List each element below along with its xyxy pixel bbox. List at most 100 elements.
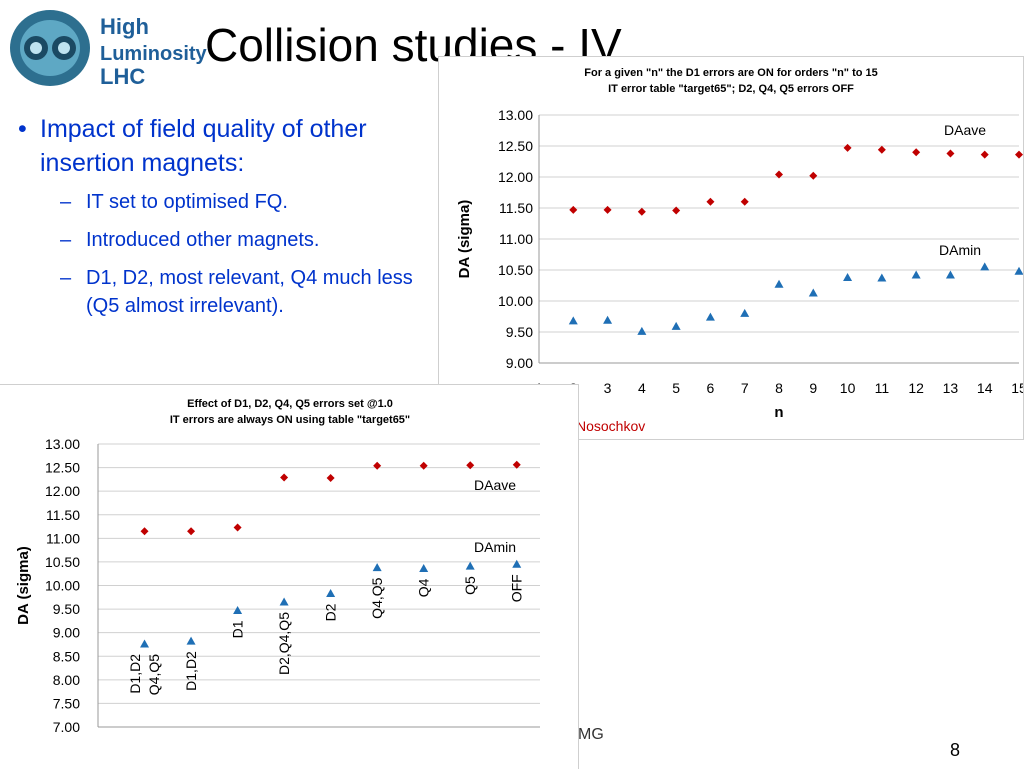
y-axis-title: DA (sigma) (456, 200, 473, 279)
data-point-damin (419, 564, 429, 573)
logo-line1: High (100, 14, 149, 39)
data-point-daave (637, 207, 646, 216)
sub-bullet: – D1, D2, most relevant, Q4 much less (Q5… (60, 267, 413, 317)
series-label-daave: DAave (474, 477, 516, 493)
y-tick-label: 13.00 (498, 107, 533, 123)
chart-subtitle: IT errors are always ON using table "tar… (170, 414, 410, 426)
data-point-damin (877, 273, 887, 282)
y-tick-label: 8.50 (53, 648, 80, 664)
category-label: D1,D2 (127, 654, 143, 694)
data-point-damin (603, 315, 613, 324)
logo-line2: Luminosity (100, 43, 208, 65)
data-point-damin (843, 272, 853, 281)
chart-subtitle: IT error table "target65"; D2, Q4, Q5 er… (608, 83, 854, 95)
y-tick-label: 11.00 (499, 231, 533, 247)
category-label: Q5 (462, 576, 478, 595)
data-point-damin (465, 561, 475, 570)
data-point-daave (233, 523, 242, 532)
y-tick-label: 8.00 (53, 672, 80, 688)
y-tick-label: 9.50 (53, 601, 80, 617)
category-label: D2,Q4,Q5 (276, 612, 292, 675)
chart-magnet-errors: Effect of D1, D2, Q4, Q5 errors set @1.0… (0, 384, 579, 769)
x-tick-label: 14 (977, 380, 993, 396)
data-point-damin (140, 639, 150, 648)
logo-line3: LHC (100, 64, 145, 89)
y-tick-label: 10.00 (498, 293, 533, 309)
data-point-daave (809, 171, 818, 180)
hl-lhc-logo: High Luminosity LHC (10, 10, 208, 89)
series-label-daave: DAave (944, 122, 986, 138)
x-tick-label: 11 (875, 380, 890, 396)
data-point-daave (740, 197, 749, 206)
main-bullet: • Impact of field quality of other inser… (18, 112, 418, 180)
data-point-damin (911, 270, 921, 279)
category-label: Q4 (416, 578, 432, 597)
x-tick-label: 7 (741, 380, 749, 396)
data-point-daave (280, 473, 289, 482)
data-point-daave (706, 197, 715, 206)
x-tick-label: 15 (1011, 380, 1023, 396)
data-point-damin (512, 559, 522, 568)
x-tick-label: 12 (908, 380, 924, 396)
sub-bullet-text: IT set to optimised FQ. (86, 191, 288, 213)
series-label-damin: DAmin (939, 242, 981, 258)
sub-bullets: – IT set to optimised FQ. – Introduced oth… (60, 188, 418, 320)
data-point-daave (1015, 150, 1023, 159)
x-tick-label: 5 (672, 380, 680, 396)
y-tick-label: 9.50 (506, 324, 533, 340)
data-point-damin (1014, 266, 1023, 275)
category-label: OFF (509, 574, 525, 602)
data-point-damin (186, 636, 196, 645)
data-point-daave (187, 527, 196, 536)
x-tick-label: 4 (638, 380, 646, 396)
category-label: Q4,Q5 (146, 654, 162, 695)
data-point-daave (603, 205, 612, 214)
data-point-damin (233, 605, 243, 614)
sub-bullet-text: Introduced other magnets. (86, 229, 320, 251)
data-point-damin (372, 563, 382, 572)
data-point-damin (774, 279, 784, 288)
data-point-damin (279, 597, 289, 606)
data-point-daave (672, 206, 681, 215)
chart-d1-orders-svg: For a given "n" the D1 errors are ON for… (456, 67, 1023, 434)
data-point-daave (326, 473, 335, 482)
data-point-damin (671, 321, 681, 330)
data-point-daave (775, 170, 783, 179)
data-point-damin (326, 589, 336, 598)
data-point-daave (512, 460, 521, 469)
footer-text: MG (578, 726, 604, 743)
data-point-damin (568, 316, 578, 325)
data-point-daave (912, 148, 921, 157)
sub-bullet: – IT set to optimised FQ. (60, 191, 288, 213)
x-tick-label: 10 (840, 380, 856, 396)
x-tick-label: 9 (809, 380, 817, 396)
x-tick-label: 3 (604, 380, 612, 396)
data-point-damin (705, 312, 715, 321)
y-tick-label: 10.00 (45, 578, 80, 594)
x-tick-label: 8 (775, 380, 783, 396)
y-tick-label: 7.00 (53, 719, 80, 735)
sub-bullet-text: D1, D2, most relevant, Q4 much less (Q5 … (86, 267, 413, 317)
y-tick-label: 12.50 (45, 460, 80, 476)
chart-d1-orders: For a given "n" the D1 errors are ON for… (438, 56, 1024, 440)
y-tick-label: 10.50 (45, 554, 80, 570)
category-label: D1,D2 (183, 651, 199, 691)
y-tick-label: 12.00 (498, 169, 533, 185)
page-number: 8 (950, 740, 961, 760)
data-point-damin (980, 262, 990, 271)
category-label: D1 (230, 620, 246, 638)
bullet-dot-icon: • (18, 115, 27, 143)
category-label: D2 (323, 603, 339, 621)
data-point-daave (466, 461, 475, 470)
data-point-damin (808, 288, 818, 297)
data-point-daave (946, 149, 955, 158)
x-axis-title: n (774, 404, 783, 421)
y-tick-label: 9.00 (53, 625, 80, 641)
y-tick-label: 11.00 (46, 530, 80, 546)
y-tick-label: 11.50 (46, 507, 80, 523)
y-tick-label: 12.50 (498, 138, 533, 154)
category-label: Q4,Q5 (369, 577, 385, 618)
data-point-daave (569, 205, 578, 214)
chart-title: For a given "n" the D1 errors are ON for… (584, 67, 878, 79)
data-point-daave (373, 461, 382, 470)
